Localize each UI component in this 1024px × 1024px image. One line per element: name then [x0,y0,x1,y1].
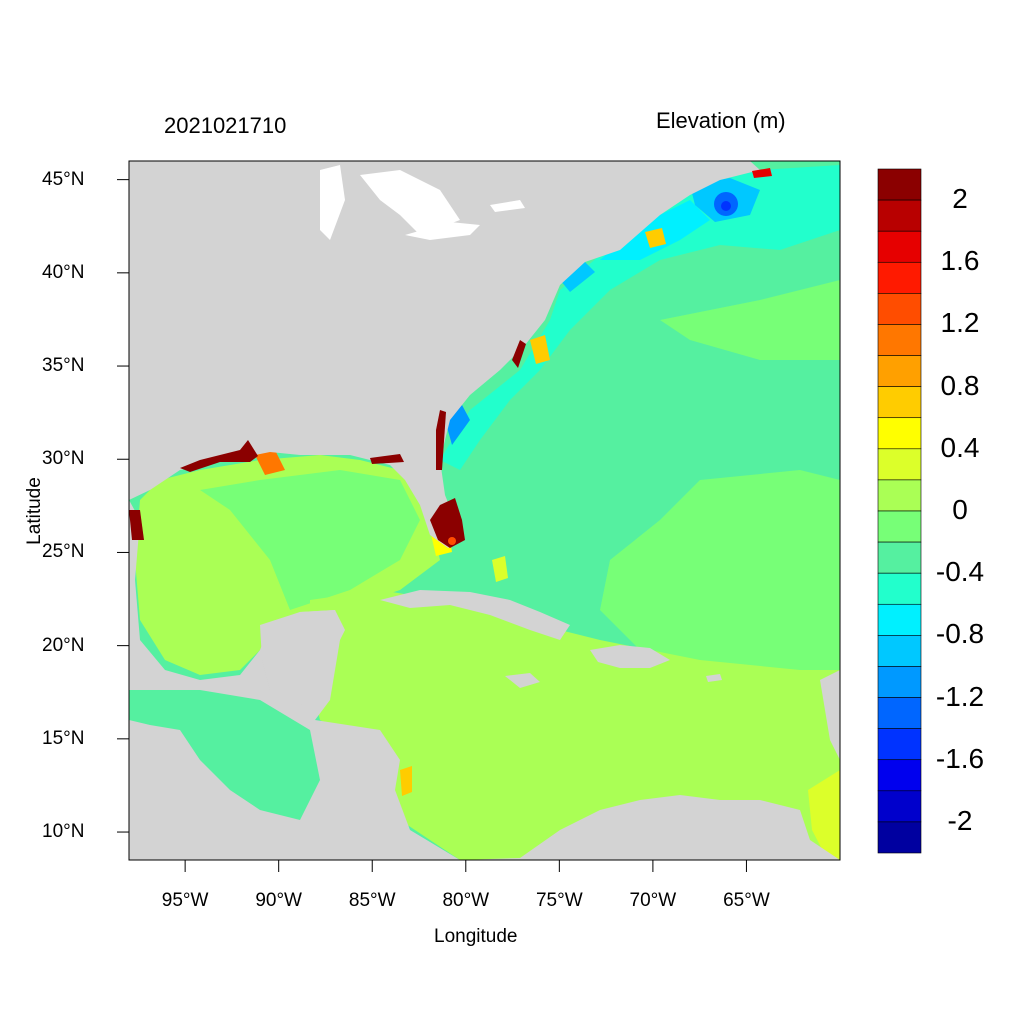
colorbar-segment [877,355,922,387]
lon-tick-label: 85°W [348,890,396,911]
texas-coast-surge [129,510,144,540]
colorbar-segment [877,821,922,854]
nj-low [560,262,595,292]
longitude-ticks [184,860,747,872]
colorbar-label: -1.2 [935,680,985,712]
y-axis-title: Latitude [24,477,45,545]
north-america-land [129,161,760,548]
colorbar-segment [877,572,922,605]
colorbar-segment [877,324,922,356]
colorbar [877,168,922,854]
fundy-minimum [721,201,731,211]
colorbar-segment [877,541,922,574]
lake-ontario [490,200,525,212]
colorbar-segment [877,417,922,450]
latitude-ticks [117,179,129,833]
colorbar-label: 0.8 [940,369,980,401]
hispaniola-land [590,645,670,668]
lat-tick-label: 25°N [42,541,85,563]
florida-tip-surge [448,537,456,545]
colorbar-label: 1.2 [940,307,980,339]
colorbar-segment [877,603,922,636]
colorbar-segment [877,386,922,419]
lon-tick-label: 65°W [723,890,770,911]
louisiana-surge [255,450,285,475]
cuba-land [380,590,570,640]
lon-tick-label: 75°W [535,890,583,911]
colorbar-label: 2 [952,183,968,215]
colorbar-label: -0.4 [935,556,985,588]
colorbar-segment [877,759,922,792]
orinoco-positive [808,770,840,860]
colorbar-label: -0.8 [935,618,985,650]
carolina-surge [512,340,526,368]
lat-tick-label: 10°N [42,821,85,843]
cape-cod-positive [645,228,666,248]
lon-tick-label: 95°W [161,890,209,911]
colorbar-segment [877,635,922,667]
lat-tick-label: 45°N [42,168,85,190]
puerto-rico-land [706,674,722,682]
colorbar-segment [877,448,922,481]
map-field [129,161,840,860]
colorbar-segment [877,666,922,698]
colorbar-segment [877,510,922,543]
caribbean-sea [310,590,840,860]
south-florida-surge [430,498,465,548]
colorbar-label: -1.6 [935,742,985,774]
gulf-interior-near-zero [200,470,420,610]
colorbar-label: 0.4 [940,431,980,463]
nova-scotia-surge [752,168,772,178]
chesapeake-positive [530,335,550,364]
lon-tick-label: 70°W [629,890,677,911]
lat-tick-label: 40°N [42,261,85,283]
lake-erie [405,222,480,240]
colorbar-segment [877,728,922,761]
yucatan-land [260,610,345,705]
florida-panhandle-surge [370,454,404,464]
gulf-coast-surge [180,440,258,472]
south-america-land [460,795,840,860]
lake-huron [360,170,460,235]
north-atlantic-patch [660,280,840,360]
colorbar-segment [877,697,922,729]
variable-title: Elevation (m) [656,108,786,133]
bahamas-positive [492,556,508,582]
lat-tick-label: 35°N [42,355,85,377]
colorbar-label: 1.6 [940,245,980,277]
lat-tick-label: 20°N [42,634,85,656]
lon-tick-label: 80°W [442,890,490,911]
continental-shelf-band [440,165,840,470]
colorbar-segment [877,199,922,232]
eastern-atlantic-region [600,470,840,680]
lat-tick-label: 30°N [42,448,85,470]
x-axis-title: Longitude [434,926,518,947]
colorbar-segment [877,293,922,325]
colorbar-segment [877,168,922,201]
lon-tick-label: 90°W [255,890,302,911]
colorbar-segment [877,790,922,823]
georgia-coast-surge [436,410,446,470]
timestamp-title: 2021021710 [164,113,287,138]
colorbar-label: 0 [952,494,968,525]
colorbar-label: -2 [947,804,973,836]
jamaica-land [505,673,540,688]
colorbar-segment [877,230,922,263]
colorbar-segment [877,479,922,512]
plot-frame [128,160,841,861]
lake-michigan [320,165,345,240]
lesser-antilles-edge [820,670,840,760]
honduras-positive [400,766,412,796]
lat-tick-label: 15°N [42,727,85,749]
colorbar-segment [877,261,922,294]
